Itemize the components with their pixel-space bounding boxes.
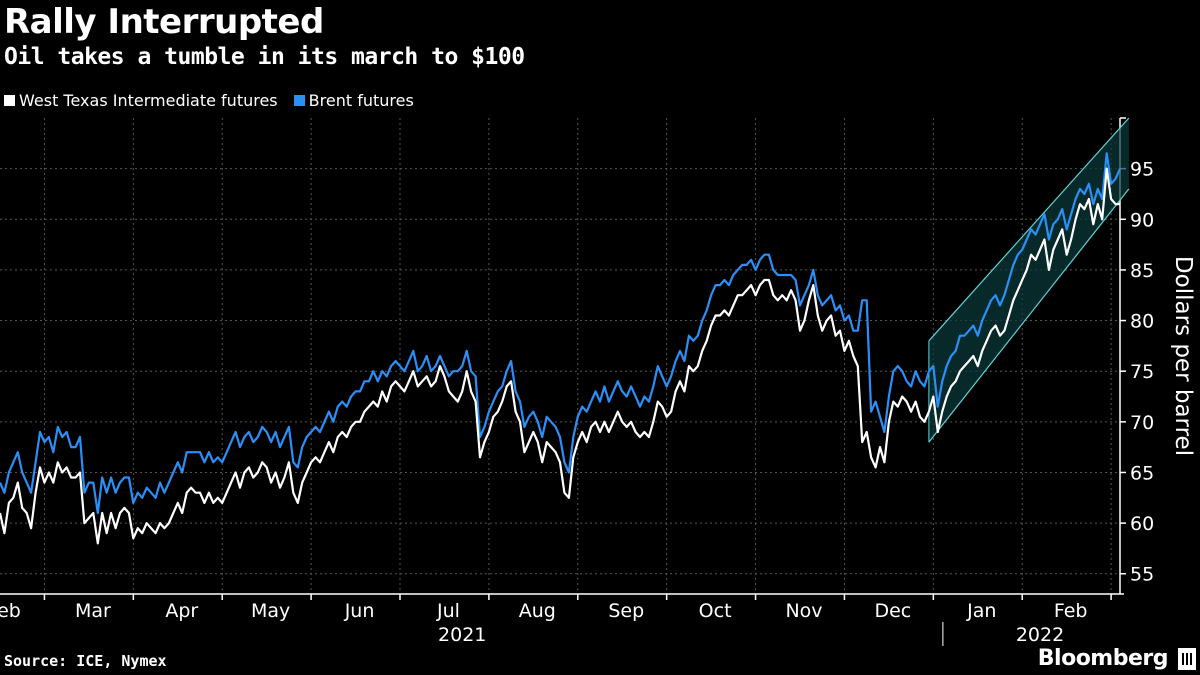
x-tick-label: Feb: [1054, 600, 1088, 622]
legend-item-wti: West Texas Intermediate futures: [4, 91, 278, 110]
y-tick-label: 95: [1130, 159, 1154, 181]
x-tick-label: Oct: [699, 600, 732, 622]
y-tick-label: 70: [1130, 412, 1154, 434]
x-tick-label: Jul: [436, 600, 460, 622]
y-tick-label: 75: [1130, 361, 1154, 383]
y-axis-title: Dollars per barrel: [1170, 256, 1196, 456]
y-tick-label: 85: [1130, 260, 1154, 282]
legend-swatch-wti: [4, 95, 15, 106]
legend: West Texas Intermediate futures Brent fu…: [4, 91, 414, 110]
y-tick-label: 80: [1130, 311, 1154, 333]
x-tick-label: Feb: [0, 600, 21, 622]
y-tick-label: 60: [1130, 513, 1154, 535]
year-label: 2022: [1016, 624, 1064, 646]
x-tick-label: Nov: [785, 600, 822, 622]
trend-channel-area: [928, 118, 1129, 443]
legend-label-brent: Brent futures: [308, 91, 414, 110]
source-note: Source: ICE, Nymex: [4, 652, 167, 670]
x-tick-label: Jan: [966, 600, 996, 622]
series-line-brent: [0, 152, 1122, 515]
x-tick-label: Mar: [75, 600, 111, 622]
x-tick-label: Dec: [874, 600, 911, 622]
trend-channel-lower: [928, 188, 1130, 443]
x-tick-label: Apr: [165, 600, 198, 622]
legend-label-wti: West Texas Intermediate futures: [19, 91, 278, 110]
x-tick-label: Sep: [608, 600, 644, 622]
trend-channel-upper: [928, 117, 1130, 342]
chart-subtitle: Oil takes a tumble in its march to $100: [4, 44, 525, 70]
legend-item-brent: Brent futures: [293, 91, 414, 110]
series-line-wti: [0, 167, 1120, 545]
y-tick-label: 55: [1130, 564, 1154, 586]
brand-logo: Bloomberg: [1037, 646, 1169, 671]
brand-mark-icon: [1178, 648, 1196, 670]
y-tick-label: 65: [1130, 462, 1154, 484]
x-tick-label: Aug: [519, 600, 556, 622]
y-tick-label: 90: [1130, 209, 1154, 231]
year-label: 2021: [438, 624, 486, 646]
x-tick-label: Jun: [344, 600, 375, 622]
legend-swatch-brent: [293, 95, 305, 106]
chart-title: Rally Interrupted: [4, 2, 324, 42]
x-tick-label: May: [251, 600, 290, 622]
